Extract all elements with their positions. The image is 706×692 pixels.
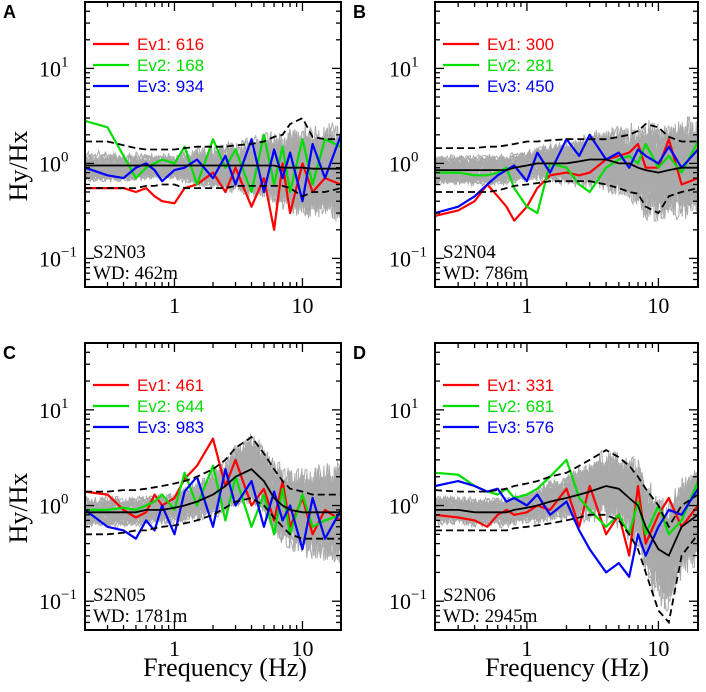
- background-trace: [435, 455, 698, 578]
- x-tick-label: 1: [521, 636, 532, 661]
- legend-label: Ev1: 331: [487, 376, 554, 395]
- plot-area: [85, 116, 341, 231]
- x-tick-label: 10: [647, 293, 669, 318]
- x-tick-label: 10: [291, 293, 313, 318]
- panel-a: 10−1 100 101 1 10 A Ev1: 616 Ev2: 168 Ev3: 934 S2…: [3, 1, 342, 318]
- background-trace: [85, 466, 341, 554]
- station-label: S2N03: [93, 242, 146, 263]
- series-line-ev2: [85, 119, 341, 194]
- upper-bound-line: [85, 116, 341, 151]
- background-trace: [435, 128, 698, 195]
- legend-label: Ev3: 934: [137, 77, 204, 96]
- water-depth-label: WD: 1781m: [93, 606, 188, 627]
- x-axis-title-right: Frequency (Hz): [485, 653, 649, 682]
- background-trace: [85, 465, 341, 560]
- water-depth-label: WD: 462m: [93, 263, 178, 284]
- panel-c: 10−1 100 101 1 10 C Ev1: 461 Ev2: 644 Ev3: 983 S2…: [3, 342, 342, 661]
- y-tick-label: 101: [39, 396, 69, 423]
- legend-label: Ev1: 616: [137, 35, 204, 54]
- x-tick-label: 1: [169, 293, 180, 318]
- station-label: S2N04: [443, 242, 496, 263]
- median-line: [85, 164, 341, 170]
- background-trace: [435, 123, 698, 202]
- y-tick-label: 100: [39, 149, 69, 176]
- x-tick-label: 1: [521, 293, 532, 318]
- background-trace: [435, 115, 698, 200]
- y-axis-title-bottom: Hy/Hx: [4, 473, 33, 544]
- upper-bound-line: [435, 123, 698, 149]
- median-line: [85, 468, 341, 514]
- x-tick-label: 10: [647, 636, 669, 661]
- series-line-ev2: [435, 458, 698, 536]
- plot-area: [85, 433, 341, 564]
- legend-label: Ev3: 983: [137, 418, 204, 437]
- panel-letter: D: [353, 343, 366, 363]
- y-tick-label: 10−1: [39, 244, 77, 271]
- y-tick-label: 101: [389, 54, 419, 81]
- y-tick-label: 10−1: [389, 244, 427, 271]
- x-axis-title-left: Frequency (Hz): [143, 653, 307, 682]
- y-tick-label: 10−1: [39, 587, 77, 614]
- median-line: [435, 485, 698, 557]
- upper-bound-line: [85, 435, 341, 496]
- x-tick-label: 1: [169, 636, 180, 661]
- y-tick-label: 101: [389, 396, 419, 423]
- panel-b: 10−1 100 101 1 10 B Ev1: 300 Ev2: 281 Ev3: 450 S2…: [353, 1, 699, 318]
- plot-area: [435, 449, 698, 625]
- panel-letter: B: [353, 2, 366, 22]
- lower-bound-line: [85, 497, 341, 540]
- plot-area: [435, 115, 698, 223]
- series-line-ev1: [85, 162, 341, 231]
- x-tick-label: 10: [291, 636, 313, 661]
- legend-label: Ev2: 281: [487, 56, 554, 75]
- legend-label: Ev2: 644: [137, 397, 204, 416]
- water-depth-label: WD: 2945m: [443, 606, 538, 627]
- y-axis-title-top: Hy/Hx: [4, 131, 33, 202]
- legend-label: Ev3: 576: [487, 418, 554, 437]
- median-line: [435, 158, 698, 174]
- water-depth-label: WD: 786m: [443, 263, 528, 284]
- upper-bound-line: [435, 449, 698, 529]
- legend-label: Ev1: 461: [137, 376, 204, 395]
- lower-bound-line: [435, 513, 698, 625]
- panel-letter: C: [3, 343, 16, 363]
- background-trace: [435, 467, 698, 577]
- panel-letter: A: [3, 2, 16, 22]
- legend-label: Ev2: 168: [137, 56, 204, 75]
- station-label: S2N06: [443, 585, 496, 606]
- legend-label: Ev2: 681: [487, 397, 554, 416]
- lower-bound-line: [85, 183, 341, 198]
- y-tick-label: 100: [389, 492, 419, 519]
- lower-bound-line: [435, 180, 698, 215]
- panel-d: 10−1 100 101 1 10 D Ev1: 331 Ev2: 681 Ev3: 576 S2…: [353, 342, 699, 661]
- y-tick-label: 100: [39, 492, 69, 519]
- series-line-ev2: [435, 140, 698, 215]
- station-label: S2N05: [93, 585, 146, 606]
- legend-label: Ev1: 300: [487, 35, 554, 54]
- y-tick-label: 10−1: [389, 587, 427, 614]
- series-line-ev1: [435, 484, 698, 557]
- y-tick-label: 101: [39, 54, 69, 81]
- y-tick-label: 100: [389, 149, 419, 176]
- legend-label: Ev3: 450: [487, 77, 554, 96]
- series-line-ev3: [435, 133, 698, 215]
